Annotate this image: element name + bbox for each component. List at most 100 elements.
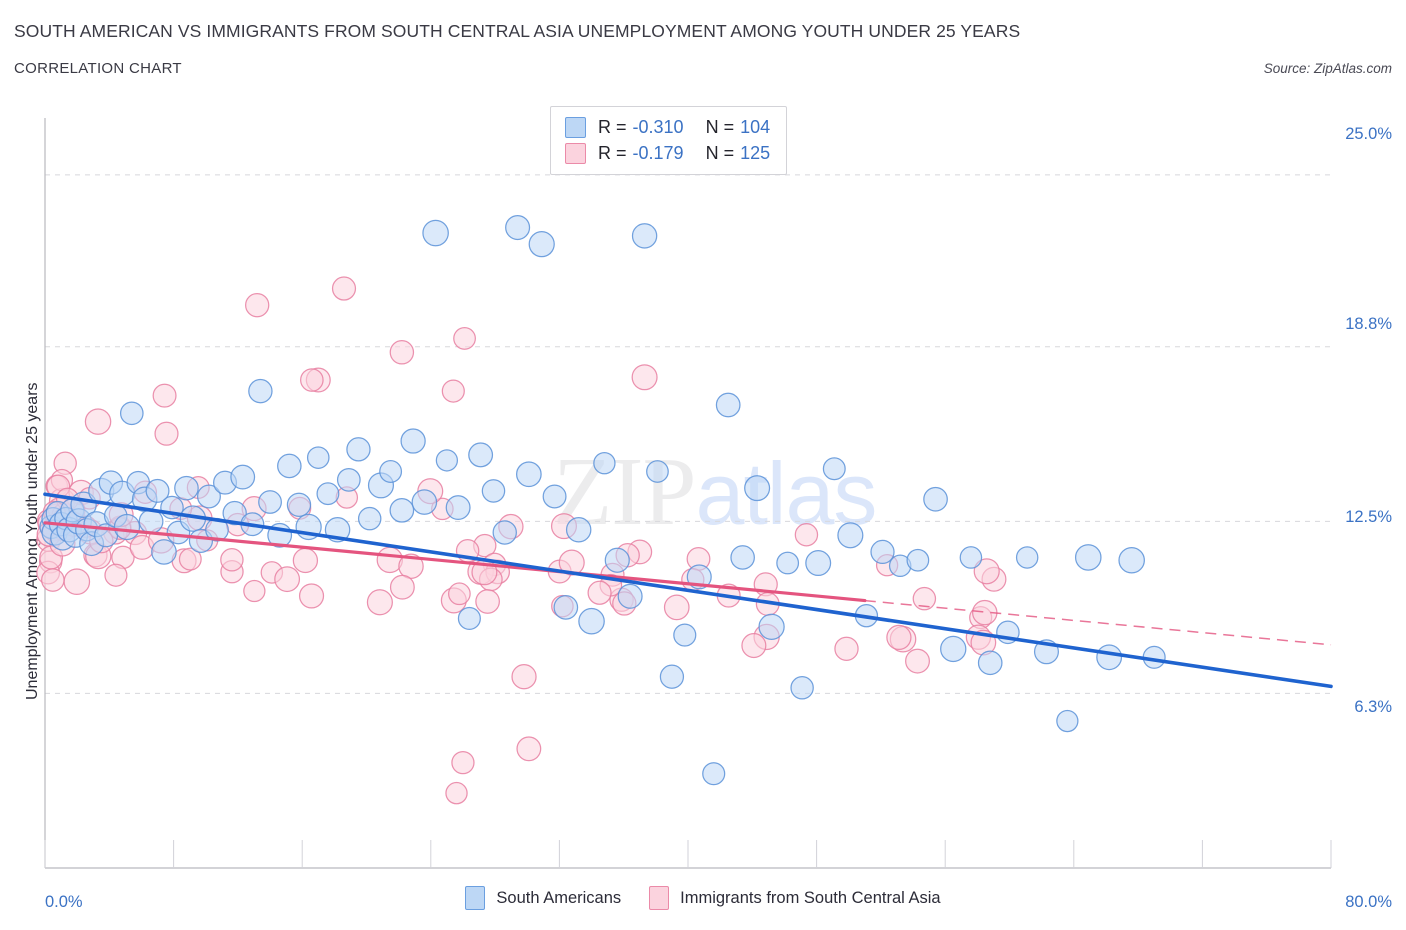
data-point: [400, 428, 426, 454]
data-point: [744, 475, 771, 502]
data-point: [578, 607, 605, 635]
data-point: [528, 231, 555, 258]
data-point: [245, 292, 270, 318]
data-point: [445, 781, 468, 805]
data-point: [912, 586, 937, 611]
data-point: [220, 548, 244, 572]
data-point: [1096, 644, 1123, 671]
stats-r-value-blue: -0.310: [632, 116, 684, 137]
data-point: [794, 523, 819, 547]
data-point: [286, 492, 312, 517]
data-point: [389, 340, 415, 365]
data-point: [870, 539, 895, 565]
stats-r-key-blue: R =: [598, 116, 627, 137]
data-point: [1056, 709, 1079, 733]
data-point: [516, 736, 542, 762]
data-point: [152, 383, 177, 408]
data-point: [298, 583, 325, 609]
data-point: [196, 484, 221, 509]
data-point: [457, 606, 481, 631]
legend-pink-label: Immigrants from South Central Asia: [680, 888, 941, 907]
data-point: [481, 479, 506, 503]
y-tick-label-12: 12.5%: [1345, 508, 1392, 526]
trendline-pink-dashed: [864, 599, 1332, 646]
data-point: [673, 623, 697, 647]
data-point: [558, 549, 585, 576]
data-point: [357, 506, 382, 531]
data-point: [805, 550, 832, 577]
data-point: [837, 522, 864, 549]
y-tick-label-18: 18.8%: [1345, 315, 1392, 333]
data-point: [277, 453, 302, 479]
data-point: [41, 568, 65, 592]
y-tick-label-6: 6.3%: [1354, 698, 1392, 716]
data-point: [119, 401, 144, 426]
data-point: [834, 636, 859, 661]
data-point: [230, 464, 256, 490]
series-points-south-americans: [39, 214, 1166, 786]
data-point: [1015, 546, 1039, 569]
data-point: [593, 451, 616, 475]
data-point: [178, 547, 202, 571]
data-point: [389, 497, 415, 523]
data-point: [1118, 546, 1145, 574]
data-point: [422, 219, 449, 247]
data-point: [243, 579, 266, 603]
data-point: [617, 583, 643, 609]
stats-n-key-blue: N =: [705, 116, 735, 137]
data-point: [631, 223, 658, 249]
data-point: [959, 546, 983, 569]
stats-n-value-pink: 125: [740, 142, 771, 163]
data-point: [222, 500, 247, 526]
data-point: [441, 379, 465, 403]
data-point: [741, 633, 767, 659]
data-point: [758, 613, 785, 640]
data-point: [104, 563, 128, 587]
correlation-stats-box: R = -0.310 N = 104 R = -0.179 N = 125: [550, 106, 788, 175]
data-point: [113, 513, 141, 541]
data-point: [492, 520, 517, 545]
data-point: [973, 558, 1000, 585]
trendline-blue: [43, 492, 1333, 689]
data-point: [336, 467, 361, 492]
data-point: [316, 482, 340, 506]
data-point: [468, 442, 494, 468]
stats-row-pink: R = -0.179 N = 125: [565, 140, 770, 166]
source-attribution: Source: ZipAtlas.com: [1263, 61, 1392, 76]
data-point: [646, 460, 669, 483]
stats-r-key-pink: R =: [598, 142, 627, 163]
data-point: [346, 437, 371, 462]
data-point: [445, 495, 471, 521]
stats-r-value-pink: -0.179: [632, 142, 684, 163]
page-title: SOUTH AMERICAN VS IMMIGRANTS FROM SOUTH …: [14, 21, 1021, 41]
legend-item-south-central-asia[interactable]: Immigrants from South Central Asia: [649, 886, 941, 910]
legend-blue-label: South Americans: [496, 888, 622, 907]
data-point: [292, 547, 319, 574]
data-point: [451, 750, 475, 775]
data-point: [604, 547, 630, 573]
data-point: [151, 539, 177, 565]
chart-subtitle: CORRELATION CHART: [14, 60, 182, 77]
legend-swatch-pink-icon: [565, 142, 586, 164]
data-point: [366, 589, 393, 616]
data-point: [411, 489, 438, 515]
data-point: [379, 460, 403, 483]
data-point: [248, 378, 273, 404]
data-point: [553, 595, 579, 620]
series-legend: South Americans Immigrants from South Ce…: [0, 886, 1406, 910]
data-point: [515, 461, 542, 488]
data-point: [84, 408, 112, 435]
data-point: [790, 676, 814, 700]
data-point: [138, 509, 164, 534]
legend-pink-swatch-icon: [649, 886, 670, 910]
data-point: [730, 545, 755, 570]
data-point: [258, 490, 282, 514]
data-point: [940, 635, 967, 663]
data-point: [435, 449, 459, 472]
data-point: [977, 650, 1003, 676]
stats-n-value-blue: 104: [740, 116, 771, 137]
legend-item-south-americans[interactable]: South Americans: [465, 886, 621, 910]
data-point: [63, 568, 91, 596]
